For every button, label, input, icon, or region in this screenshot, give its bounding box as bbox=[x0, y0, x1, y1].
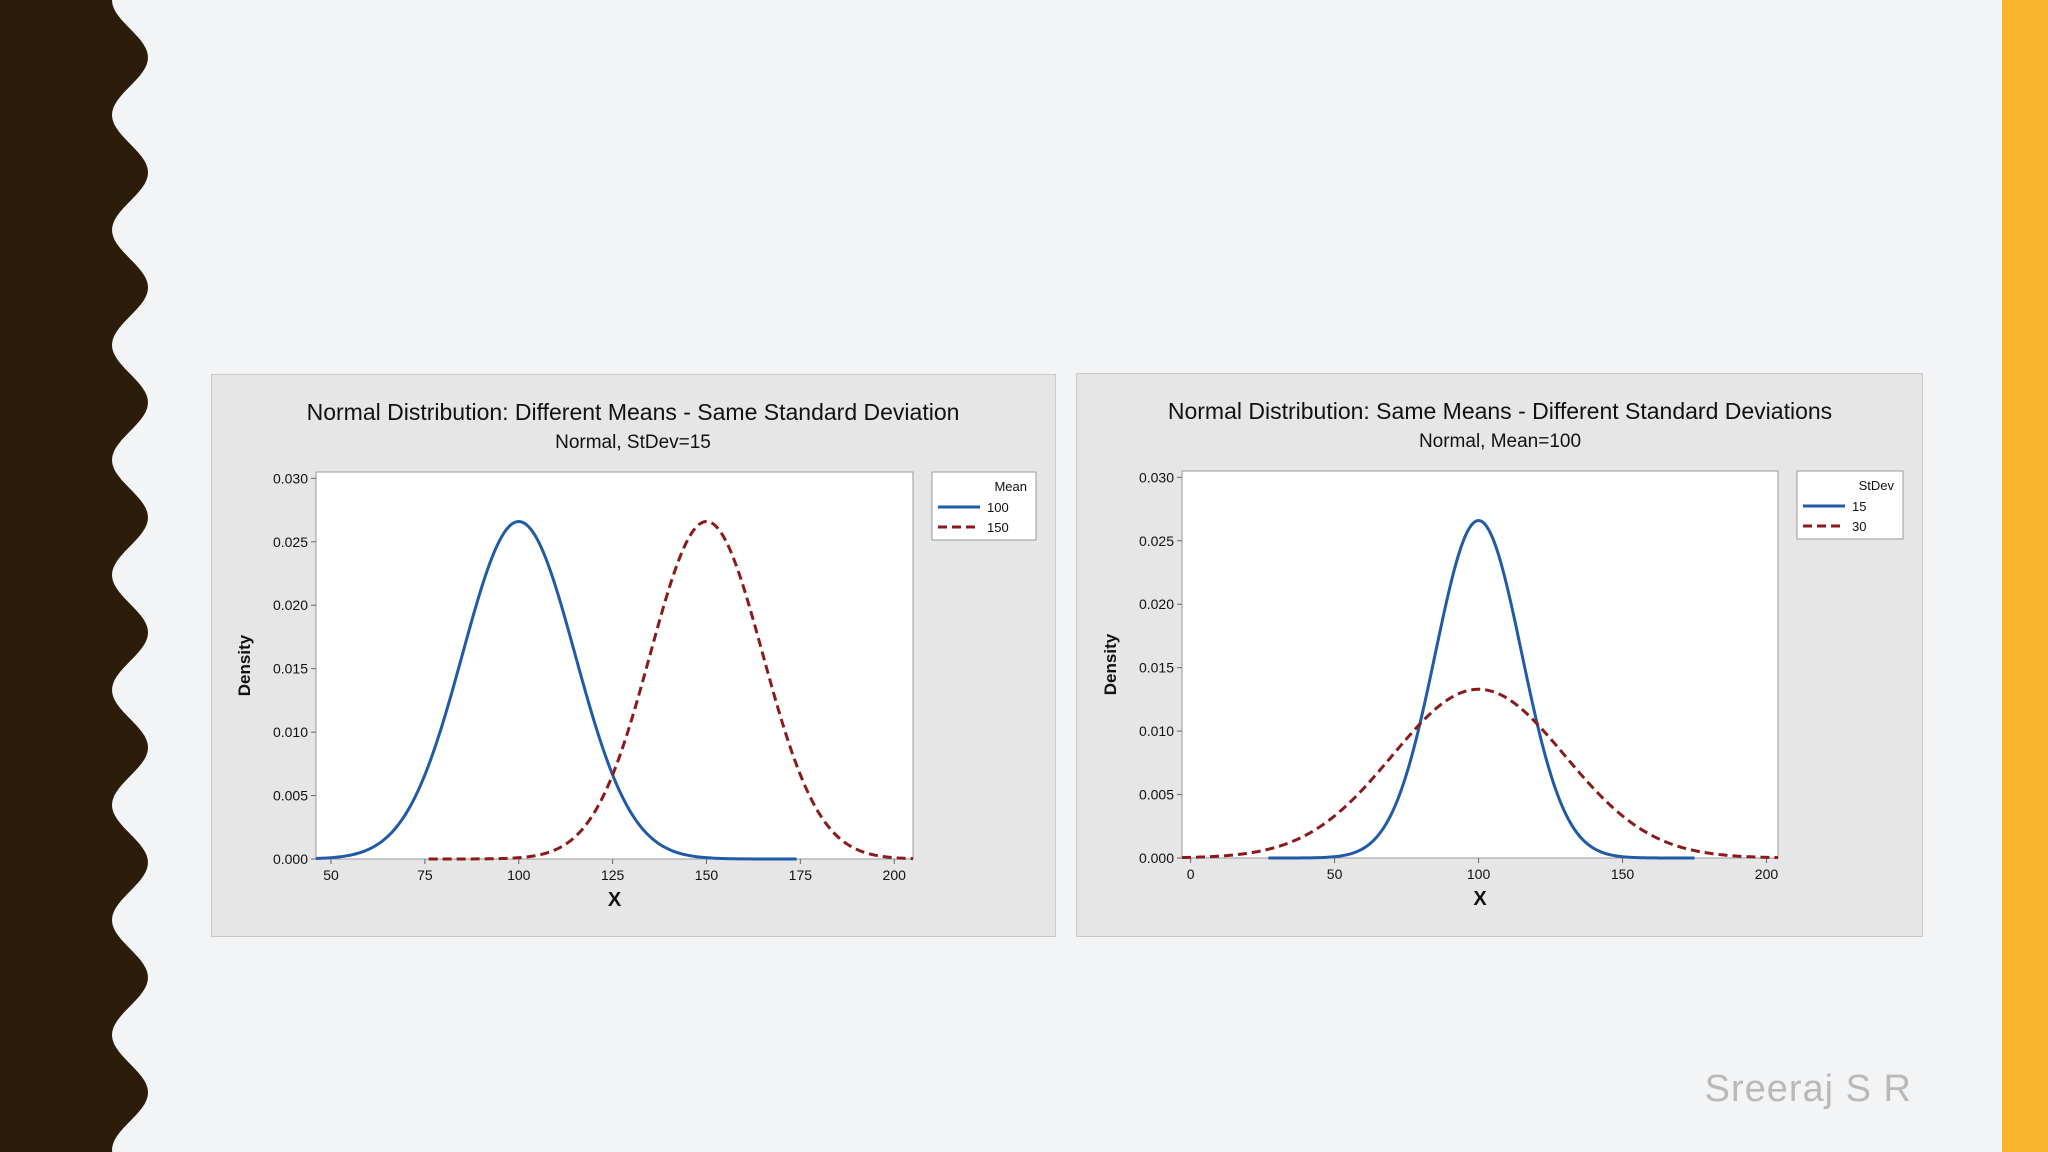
x-tick-label: 150 bbox=[1611, 866, 1635, 882]
series-line-100 bbox=[315, 520, 797, 861]
chart-panel-different-stdevs: Normal Distribution: Same Means - Differ… bbox=[1076, 373, 1923, 937]
legend-title: Mean bbox=[994, 479, 1027, 494]
plot-area bbox=[315, 471, 914, 860]
y-tick-label: 0.025 bbox=[273, 534, 308, 550]
y-axis-label: Density bbox=[235, 634, 254, 696]
chart-title: Normal Distribution: Different Means - S… bbox=[307, 399, 960, 425]
chart-different-stdevs: Normal Distribution: Same Means - Differ… bbox=[1101, 398, 1904, 910]
legend: StDev 15 30 bbox=[1796, 470, 1904, 540]
series-line-30 bbox=[1181, 687, 1779, 860]
y-tick-label: 0.005 bbox=[1139, 787, 1174, 803]
legend-entry-15: 15 bbox=[1852, 499, 1866, 514]
legend-entry-30: 30 bbox=[1852, 519, 1866, 534]
x-tick-label: 100 bbox=[1467, 866, 1491, 882]
x-tick-label: 100 bbox=[507, 867, 531, 883]
y-tick-label: 0.020 bbox=[1139, 596, 1174, 612]
y-tick-label: 0.000 bbox=[273, 851, 308, 867]
legend-entry-150: 150 bbox=[987, 520, 1009, 535]
x-axis-label: X bbox=[608, 889, 622, 911]
author-name: Sreeraj S R bbox=[1704, 1068, 1912, 1110]
x-tick-label: 150 bbox=[695, 867, 719, 883]
legend-title: StDev bbox=[1859, 478, 1895, 493]
right-accent-bar bbox=[2002, 0, 2048, 1152]
y-tick-label: 0.030 bbox=[1139, 469, 1174, 485]
y-tick-label: 0.005 bbox=[273, 788, 308, 804]
y-tick-label: 0.010 bbox=[1139, 723, 1174, 739]
x-tick-label: 125 bbox=[601, 867, 625, 883]
x-tick-label: 175 bbox=[789, 867, 813, 883]
chart-subtitle: Normal, Mean=100 bbox=[1419, 431, 1581, 452]
y-tick-label: 0.030 bbox=[273, 470, 308, 486]
y-tick-label: 0.020 bbox=[273, 597, 308, 613]
x-tick-label: 200 bbox=[883, 867, 907, 883]
y-tick-label: 0.015 bbox=[1139, 660, 1174, 676]
series-line-150 bbox=[428, 520, 914, 861]
x-axis-label: X bbox=[1473, 888, 1487, 910]
y-axis-label: Density bbox=[1101, 633, 1120, 695]
y-tick-label: 0.010 bbox=[273, 724, 308, 740]
chart-subtitle: Normal, StDev=15 bbox=[555, 432, 711, 453]
chart-different-means: Normal Distribution: Different Means - S… bbox=[235, 399, 1037, 911]
x-tick-label: 50 bbox=[1327, 866, 1343, 882]
x-tick-label: 200 bbox=[1755, 866, 1779, 882]
series-line-15 bbox=[1268, 519, 1695, 860]
legend-entry-100: 100 bbox=[987, 500, 1009, 515]
y-tick-label: 0.000 bbox=[1139, 850, 1174, 866]
y-tick-label: 0.025 bbox=[1139, 533, 1174, 549]
chart-title: Normal Distribution: Same Means - Differ… bbox=[1168, 398, 1832, 424]
y-tick-label: 0.015 bbox=[273, 661, 308, 677]
x-tick-label: 75 bbox=[417, 867, 433, 883]
legend: Mean 100 150 bbox=[931, 471, 1037, 541]
left-wave-decoration bbox=[0, 0, 148, 1152]
plot-area bbox=[1181, 470, 1779, 859]
chart-panel-different-means: Normal Distribution: Different Means - S… bbox=[211, 374, 1056, 937]
x-tick-label: 0 bbox=[1187, 866, 1195, 882]
x-tick-label: 50 bbox=[323, 867, 339, 883]
